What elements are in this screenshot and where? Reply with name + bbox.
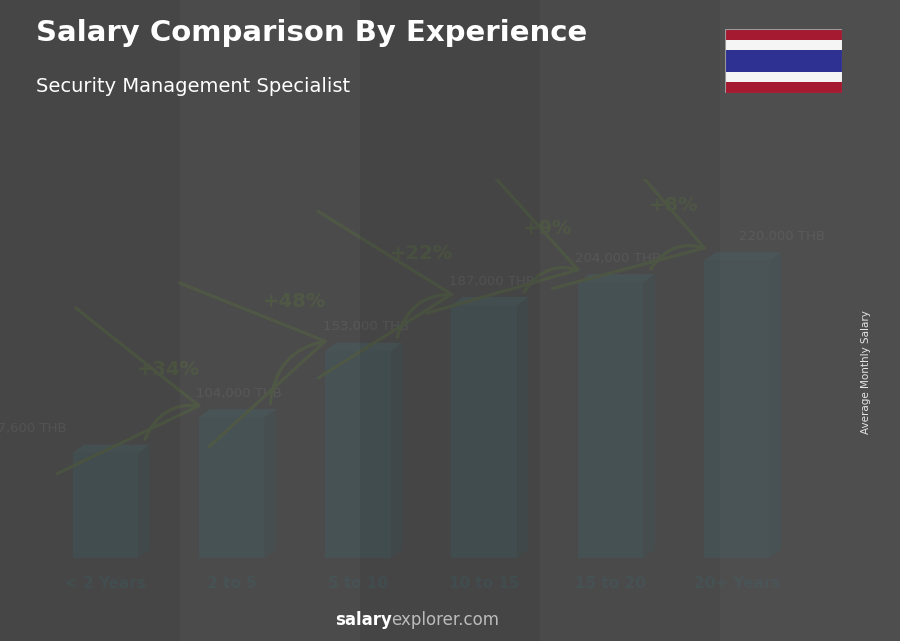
Bar — [724, 29, 842, 40]
Polygon shape — [199, 417, 265, 558]
Text: 220,000 THB: 220,000 THB — [740, 230, 825, 243]
FancyArrowPatch shape — [58, 308, 199, 474]
Polygon shape — [73, 453, 139, 558]
Polygon shape — [518, 297, 528, 558]
Text: 204,000 THB: 204,000 THB — [575, 251, 662, 265]
Bar — [180, 0, 360, 641]
Polygon shape — [704, 253, 781, 260]
FancyArrowPatch shape — [179, 283, 325, 447]
Text: explorer.com: explorer.com — [392, 612, 500, 629]
Polygon shape — [199, 409, 276, 417]
Polygon shape — [770, 253, 781, 558]
Polygon shape — [452, 297, 528, 305]
Polygon shape — [325, 343, 402, 351]
Text: Security Management Specialist: Security Management Specialist — [36, 77, 350, 96]
Bar — [0, 0, 180, 641]
Polygon shape — [391, 343, 402, 558]
Bar — [720, 0, 900, 641]
Text: Average Monthly Salary: Average Monthly Salary — [860, 310, 871, 434]
Bar — [724, 72, 842, 82]
Text: salary: salary — [335, 612, 392, 629]
Bar — [360, 0, 540, 641]
Text: Salary Comparison By Experience: Salary Comparison By Experience — [36, 19, 587, 47]
Text: +48%: +48% — [264, 292, 327, 311]
FancyArrowPatch shape — [427, 153, 578, 313]
Text: 104,000 THB: 104,000 THB — [196, 387, 283, 399]
Text: 153,000 THB: 153,000 THB — [323, 320, 409, 333]
Text: +34%: +34% — [137, 360, 200, 379]
Polygon shape — [644, 274, 655, 558]
Bar — [724, 82, 842, 93]
Bar — [724, 50, 842, 72]
Bar — [540, 0, 720, 641]
Text: +8%: +8% — [649, 196, 698, 215]
Polygon shape — [325, 351, 391, 558]
Polygon shape — [578, 282, 644, 558]
Polygon shape — [139, 445, 149, 558]
Polygon shape — [73, 445, 149, 453]
Polygon shape — [704, 260, 770, 558]
Text: +22%: +22% — [390, 244, 453, 263]
Text: +9%: +9% — [523, 219, 572, 238]
FancyArrowPatch shape — [318, 212, 452, 378]
Text: 77,600 THB: 77,600 THB — [0, 422, 67, 435]
Polygon shape — [578, 274, 655, 282]
Bar — [724, 40, 842, 50]
Text: 187,000 THB: 187,000 THB — [449, 274, 535, 288]
FancyArrowPatch shape — [553, 129, 705, 288]
Polygon shape — [452, 305, 518, 558]
Polygon shape — [265, 409, 276, 558]
